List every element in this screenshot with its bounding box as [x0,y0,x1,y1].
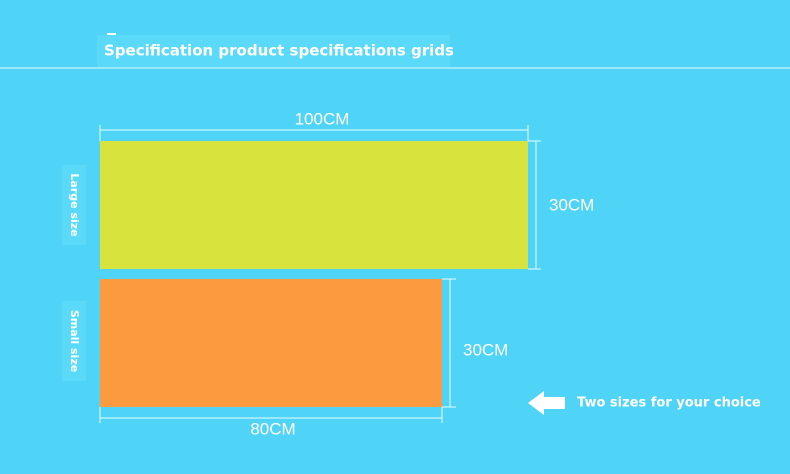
small-panel [100,279,442,407]
large-width: 100CM [295,109,350,128]
label-box [62,165,86,245]
small-height: 30CM [463,340,508,359]
small-label: Small size [68,310,81,372]
large-panel [100,141,528,269]
title-box [97,35,450,67]
note: Two sizes for your choice [577,396,761,411]
label-box [62,301,86,381]
small-width: 80CM [250,419,295,438]
large-label: Large size [68,173,81,236]
arrow-icon [528,391,565,415]
title: Specification product specifications gri… [104,42,454,60]
large-height: 30CM [549,195,594,214]
